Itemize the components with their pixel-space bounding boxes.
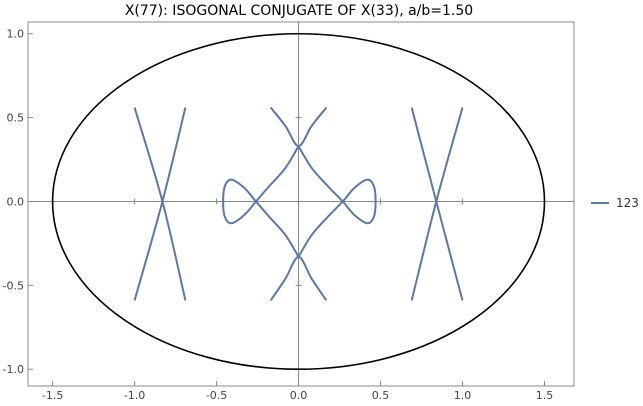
x-tick-label: 1.0 bbox=[454, 389, 472, 402]
y-tick-label: 1.0 bbox=[7, 28, 25, 41]
legend: 123 bbox=[591, 196, 639, 210]
ellipse-layer bbox=[51, 32, 546, 371]
plot-frame bbox=[27, 21, 575, 387]
y-tick-label: 0.0 bbox=[7, 195, 25, 208]
chart-title: X(77): ISOGONAL CONJUGATE OF X(33), a/b=… bbox=[125, 3, 473, 19]
x-tick-label: 0.5 bbox=[372, 389, 390, 402]
ticks: -1.5 -1.0 -0.5 0.0 0.5 1.0 1.5 -1.0 -0.5 0.0 0.5 1.… bbox=[3, 28, 554, 402]
x-tick-label: 0.0 bbox=[290, 389, 308, 402]
y-tick-label: -1.0 bbox=[3, 363, 24, 376]
series-curve-segment bbox=[297, 145, 377, 258]
series-curve-segment bbox=[133, 107, 187, 301]
x-tick-label: -1.0 bbox=[124, 389, 145, 402]
y-tick-label: -0.5 bbox=[3, 279, 24, 292]
series-curve-segment bbox=[410, 107, 464, 301]
circumconic-ellipse bbox=[51, 32, 546, 371]
axes bbox=[28, 22, 574, 386]
series-curve-segment bbox=[222, 145, 300, 258]
x-tick-label: 1.5 bbox=[536, 389, 554, 402]
x-tick-label: -1.5 bbox=[42, 389, 63, 402]
series-layer bbox=[133, 106, 464, 302]
y-tick-label: 0.5 bbox=[7, 112, 25, 125]
legend-label: 123 bbox=[616, 196, 639, 210]
x-tick-label: -0.5 bbox=[206, 389, 227, 402]
